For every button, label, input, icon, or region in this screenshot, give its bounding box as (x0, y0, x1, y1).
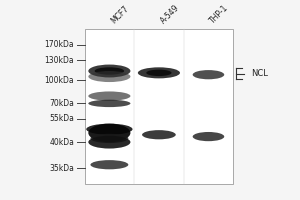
Ellipse shape (88, 65, 130, 77)
Text: 70kDa: 70kDa (49, 99, 74, 108)
Ellipse shape (193, 132, 224, 141)
Text: 100kDa: 100kDa (45, 76, 74, 85)
Ellipse shape (138, 67, 180, 78)
Text: 35kDa: 35kDa (49, 164, 74, 173)
Text: A-549: A-549 (159, 3, 181, 25)
Ellipse shape (90, 160, 128, 169)
Ellipse shape (88, 136, 130, 149)
Ellipse shape (146, 70, 172, 76)
Ellipse shape (193, 70, 224, 79)
Ellipse shape (88, 100, 130, 107)
Ellipse shape (94, 67, 124, 75)
Text: 40kDa: 40kDa (49, 138, 74, 147)
Ellipse shape (88, 124, 130, 142)
Text: MCF7: MCF7 (110, 4, 131, 25)
Ellipse shape (88, 91, 130, 101)
Text: 55kDa: 55kDa (49, 114, 74, 123)
Bar (85, 29, 233, 184)
Ellipse shape (90, 134, 128, 143)
Text: 130kDa: 130kDa (45, 56, 74, 65)
Ellipse shape (86, 124, 133, 135)
Ellipse shape (88, 71, 130, 82)
Text: THP-1: THP-1 (208, 3, 231, 25)
Ellipse shape (142, 130, 176, 139)
Text: NCL: NCL (251, 69, 268, 78)
Text: 170kDa: 170kDa (45, 40, 74, 49)
